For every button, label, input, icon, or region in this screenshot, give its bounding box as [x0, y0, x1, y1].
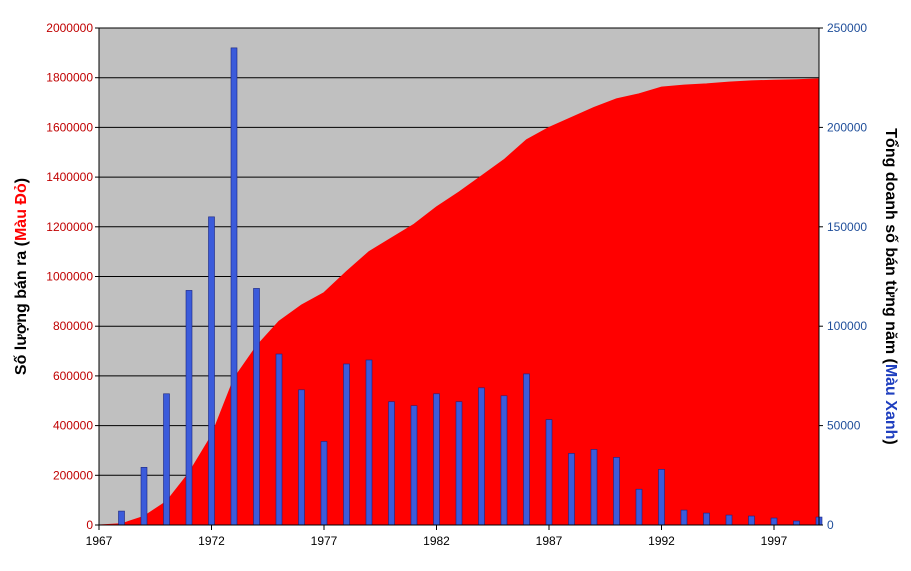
left-tick-label: 1600000 [46, 120, 93, 134]
bar [478, 387, 485, 526]
x-tick-label: 1982 [423, 534, 450, 548]
left-axis-title-highlight: Màu Đỏ [13, 183, 30, 241]
bar [185, 290, 193, 526]
right-tick-label: 250000 [827, 21, 867, 35]
bar [770, 517, 778, 526]
bar [613, 457, 620, 526]
right-tick-label: 200000 [827, 120, 867, 134]
bar [140, 467, 148, 526]
x-tick-label: 1997 [761, 534, 788, 548]
bar [275, 353, 283, 526]
x-tick-label: 1972 [198, 534, 225, 548]
bar [680, 509, 688, 526]
bar [118, 510, 125, 526]
right-axis-title-suffix: ) [882, 439, 899, 444]
right-axis-title: Tổng doanh số bán từng năm (Màu Xanh) [882, 128, 900, 444]
x-tick-label: 1967 [86, 534, 113, 548]
bar [388, 401, 395, 526]
bar [365, 359, 373, 526]
left-axis-title-prefix: Số lượng bán ra ( [13, 240, 30, 375]
right-tick-label: 150000 [827, 220, 867, 234]
x-tick-label: 1987 [536, 534, 563, 548]
right-tick-label: 50000 [827, 419, 861, 433]
bar [635, 488, 643, 526]
bar [590, 449, 598, 526]
left-tick-label: 1400000 [46, 170, 93, 184]
bar [343, 363, 350, 526]
bar [410, 405, 418, 526]
left-tick-label: 0 [86, 518, 93, 532]
bar [658, 469, 665, 526]
x-tick-label: 1992 [648, 534, 675, 548]
x-tick-label: 1977 [311, 534, 338, 548]
left-tick-label: 1000000 [46, 270, 93, 284]
right-tick-label: 100000 [827, 319, 867, 333]
left-tick-label: 1200000 [46, 220, 93, 234]
bar [725, 514, 733, 526]
left-tick-label: 1800000 [46, 71, 93, 85]
right-axis-title-prefix: Tổng doanh số bán từng năm ( [882, 128, 900, 364]
bar [163, 393, 170, 526]
left-tick-label: 400000 [53, 419, 93, 433]
bar [433, 393, 440, 526]
bar [298, 389, 305, 526]
bar [208, 216, 215, 526]
bar [230, 47, 238, 526]
bar [703, 512, 710, 526]
bar [500, 395, 508, 526]
left-tick-label: 800000 [53, 319, 93, 333]
left-tick-label: 200000 [53, 468, 93, 482]
bar [253, 288, 260, 526]
right-axis-ticks: 0 50000 100000 150000 200000 250000 [819, 21, 867, 532]
bar [523, 373, 530, 526]
left-axis-ticks: 0 200000 400000 600000 800000 1000000 1200000 1… [46, 21, 99, 532]
bar [748, 515, 755, 526]
bar [545, 419, 553, 526]
left-tick-label: 600000 [53, 369, 93, 383]
bar [793, 520, 800, 526]
right-axis-title-highlight: Màu Xanh [882, 364, 899, 440]
bar [455, 401, 463, 526]
left-axis-title: Số lượng bán ra (Màu Đỏ) [13, 178, 30, 375]
bar [568, 453, 575, 526]
right-tick-label: 0 [827, 518, 834, 532]
x-axis-ticks: 1967 1972 1977 1982 1987 1992 1997 [86, 525, 788, 548]
left-tick-label: 2000000 [46, 21, 93, 35]
left-axis-title-suffix: ) [13, 178, 30, 183]
bar [320, 441, 328, 526]
